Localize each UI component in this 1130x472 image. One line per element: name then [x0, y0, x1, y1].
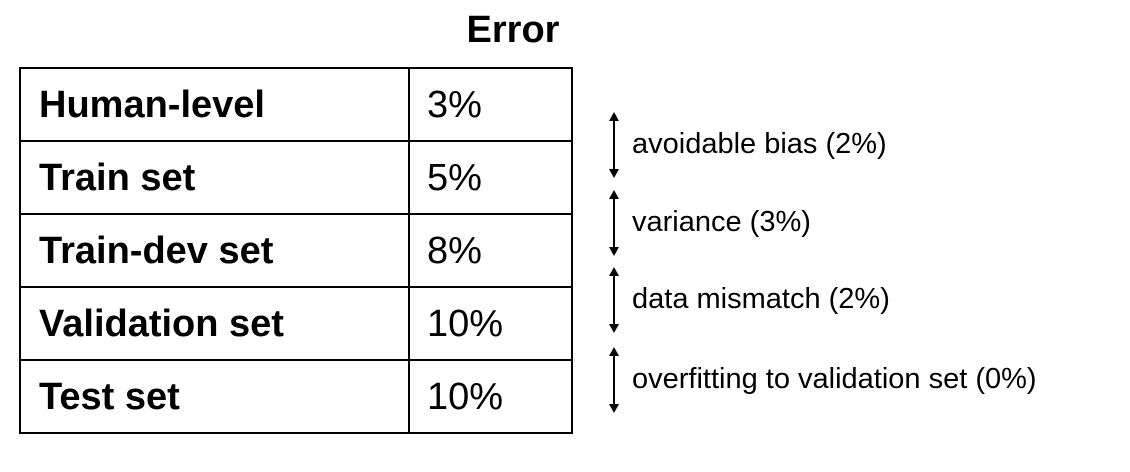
row-value-test-set: 10% — [408, 359, 573, 434]
row-label-validation-set: Validation set — [19, 286, 410, 361]
gap-label-avoidable-bias: avoidable bias (2%) — [632, 128, 887, 160]
row-label-train-dev-set: Train-dev set — [19, 213, 410, 288]
table-row-test-set: Test set 10% — [19, 359, 573, 434]
gap-overfitting: overfitting to validation set (0%) — [598, 347, 1130, 413]
row-label-train-set: Train set — [19, 140, 410, 215]
table-row-train-dev-set: Train-dev set 8% — [19, 213, 573, 288]
table-row-human-level: Human-level 3% — [19, 67, 573, 142]
row-label-test-set: Test set — [19, 359, 410, 434]
error-table: Human-level 3% Train set 5% Train-dev se… — [19, 67, 573, 434]
double-arrow-icon — [609, 267, 619, 333]
row-value-validation-set: 10% — [408, 286, 573, 361]
gap-data-mismatch: data mismatch (2%) — [598, 267, 1130, 333]
double-arrow-icon — [609, 347, 619, 413]
double-arrow-icon — [609, 190, 619, 256]
table-row-train-set: Train set 5% — [19, 140, 573, 215]
gap-label-variance: variance (3%) — [632, 206, 811, 238]
gap-label-overfitting: overfitting to validation set (0%) — [632, 363, 1037, 395]
gap-avoidable-bias: avoidable bias (2%) — [598, 112, 1130, 178]
row-value-train-set: 5% — [408, 140, 573, 215]
table-row-validation-set: Validation set 10% — [19, 286, 573, 361]
gap-label-data-mismatch: data mismatch (2%) — [632, 283, 890, 315]
row-label-human-level: Human-level — [19, 67, 410, 142]
gap-annotations: avoidable bias (2%) variance (3%) data m… — [598, 0, 1130, 472]
gap-variance: variance (3%) — [598, 190, 1130, 256]
row-value-human-level: 3% — [408, 67, 573, 142]
double-arrow-icon — [609, 112, 619, 178]
error-column-header: Error — [466, 9, 560, 51]
row-value-train-dev-set: 8% — [408, 213, 573, 288]
